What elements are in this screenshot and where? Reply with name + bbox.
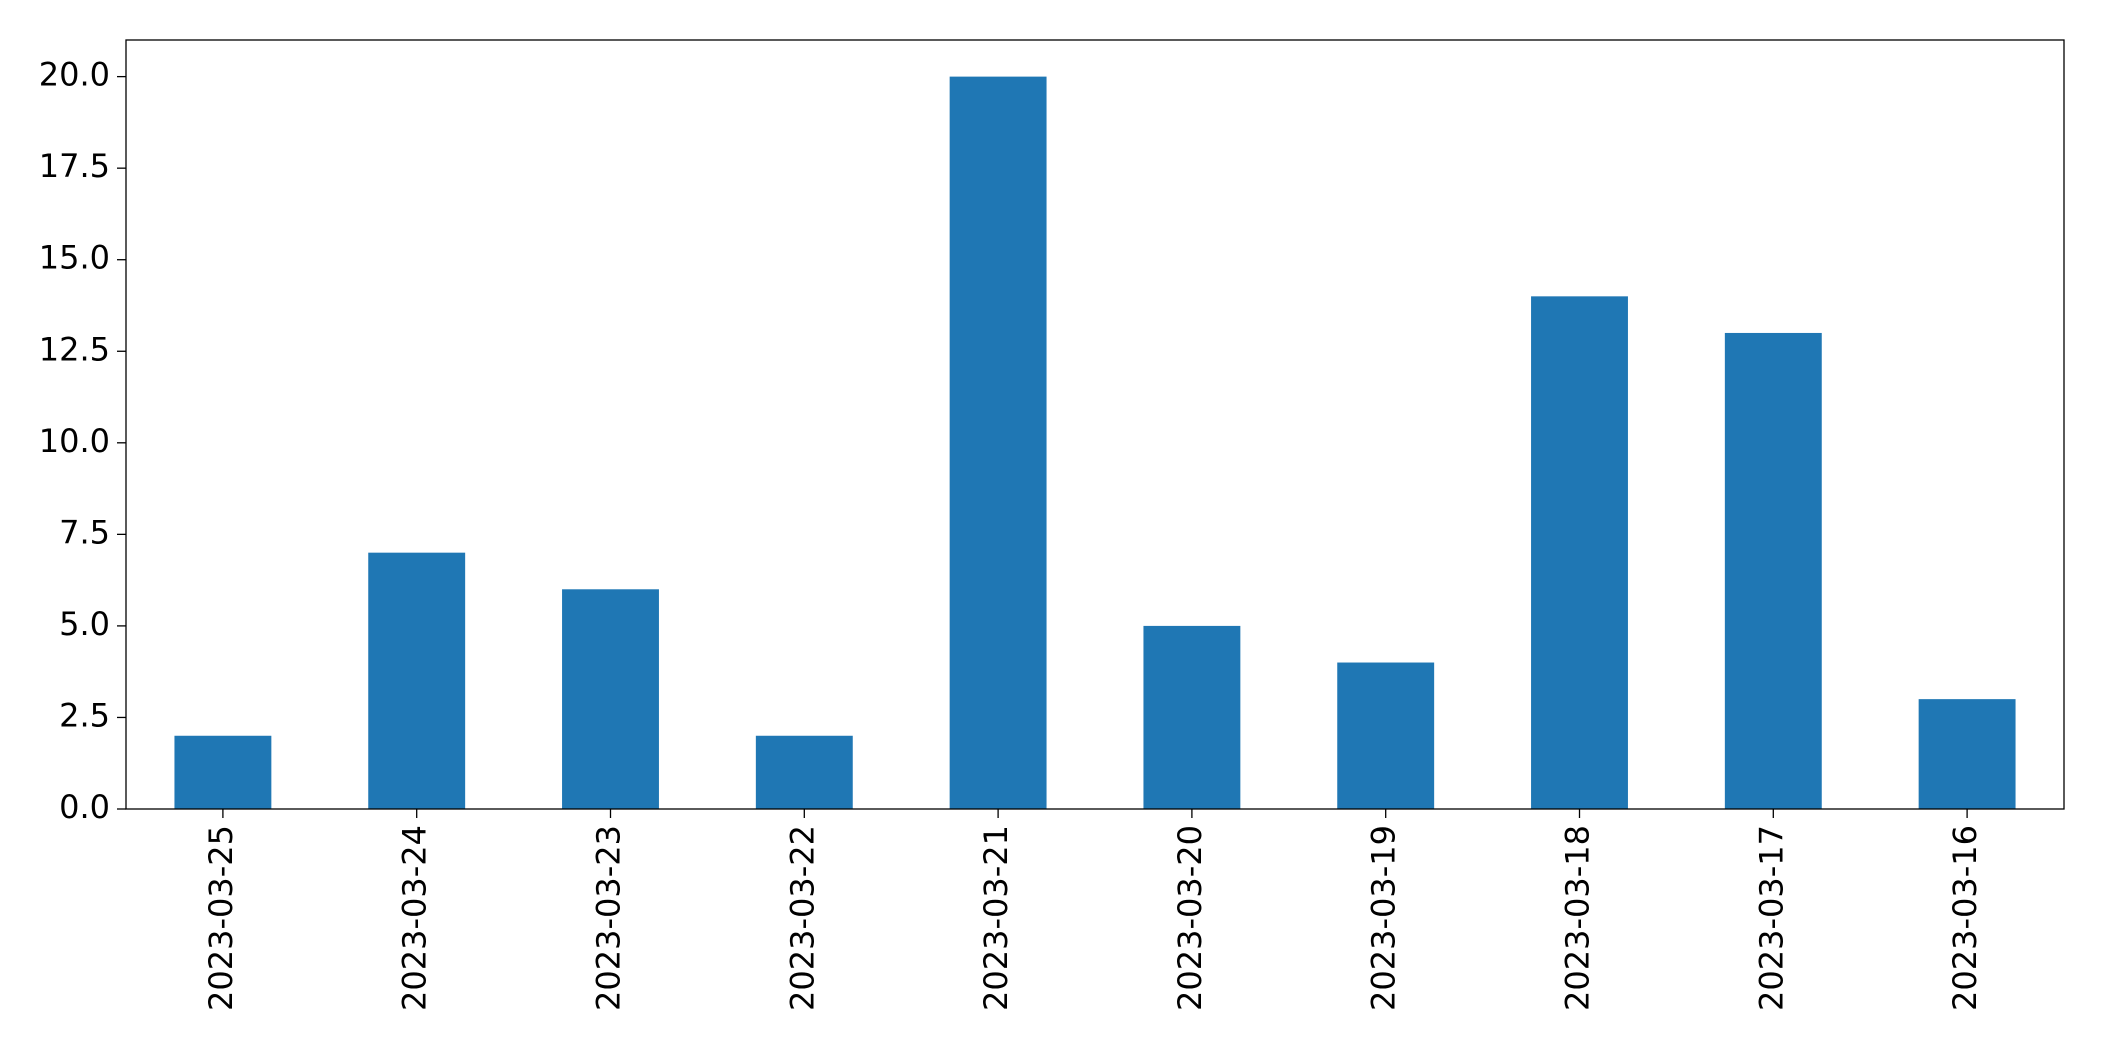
x-tick-label: 2023-03-23 — [590, 825, 628, 1011]
y-tick-label: 20.0 — [39, 56, 110, 94]
bar — [1143, 625, 1241, 809]
y-tick-label: 12.5 — [39, 330, 110, 368]
bar — [562, 589, 659, 809]
bar — [1531, 296, 1628, 809]
y-tick-label: 15.0 — [39, 239, 110, 277]
x-tick-label: 2023-03-21 — [977, 825, 1015, 1011]
y-tick-label: 2.5 — [59, 696, 110, 734]
x-tick-label: 2023-03-24 — [396, 825, 434, 1011]
x-tick-label: 2023-03-17 — [1752, 825, 1790, 1011]
y-tick-label: 5.0 — [59, 605, 110, 643]
x-tick-label: 2023-03-20 — [1171, 825, 1209, 1011]
bar — [949, 76, 1047, 810]
x-tick-label: 2023-03-22 — [783, 825, 821, 1011]
plot-frame — [125, 39, 2065, 810]
bar — [1918, 699, 2016, 809]
bar — [1724, 332, 1822, 809]
bar — [174, 735, 272, 809]
x-tick-label: 2023-03-19 — [1365, 825, 1403, 1011]
y-tick-label: 0.0 — [59, 788, 110, 826]
bar — [1337, 662, 1435, 809]
bar — [368, 552, 466, 809]
y-tick-label: 17.5 — [39, 147, 110, 185]
x-tick-label: 2023-03-16 — [1946, 825, 1984, 1011]
y-tick-label: 7.5 — [59, 513, 110, 551]
bar — [755, 735, 853, 809]
y-tick-label: 10.0 — [39, 422, 110, 460]
x-tick-label: 2023-03-18 — [1559, 825, 1597, 1011]
x-tick-label: 2023-03-25 — [202, 825, 240, 1011]
